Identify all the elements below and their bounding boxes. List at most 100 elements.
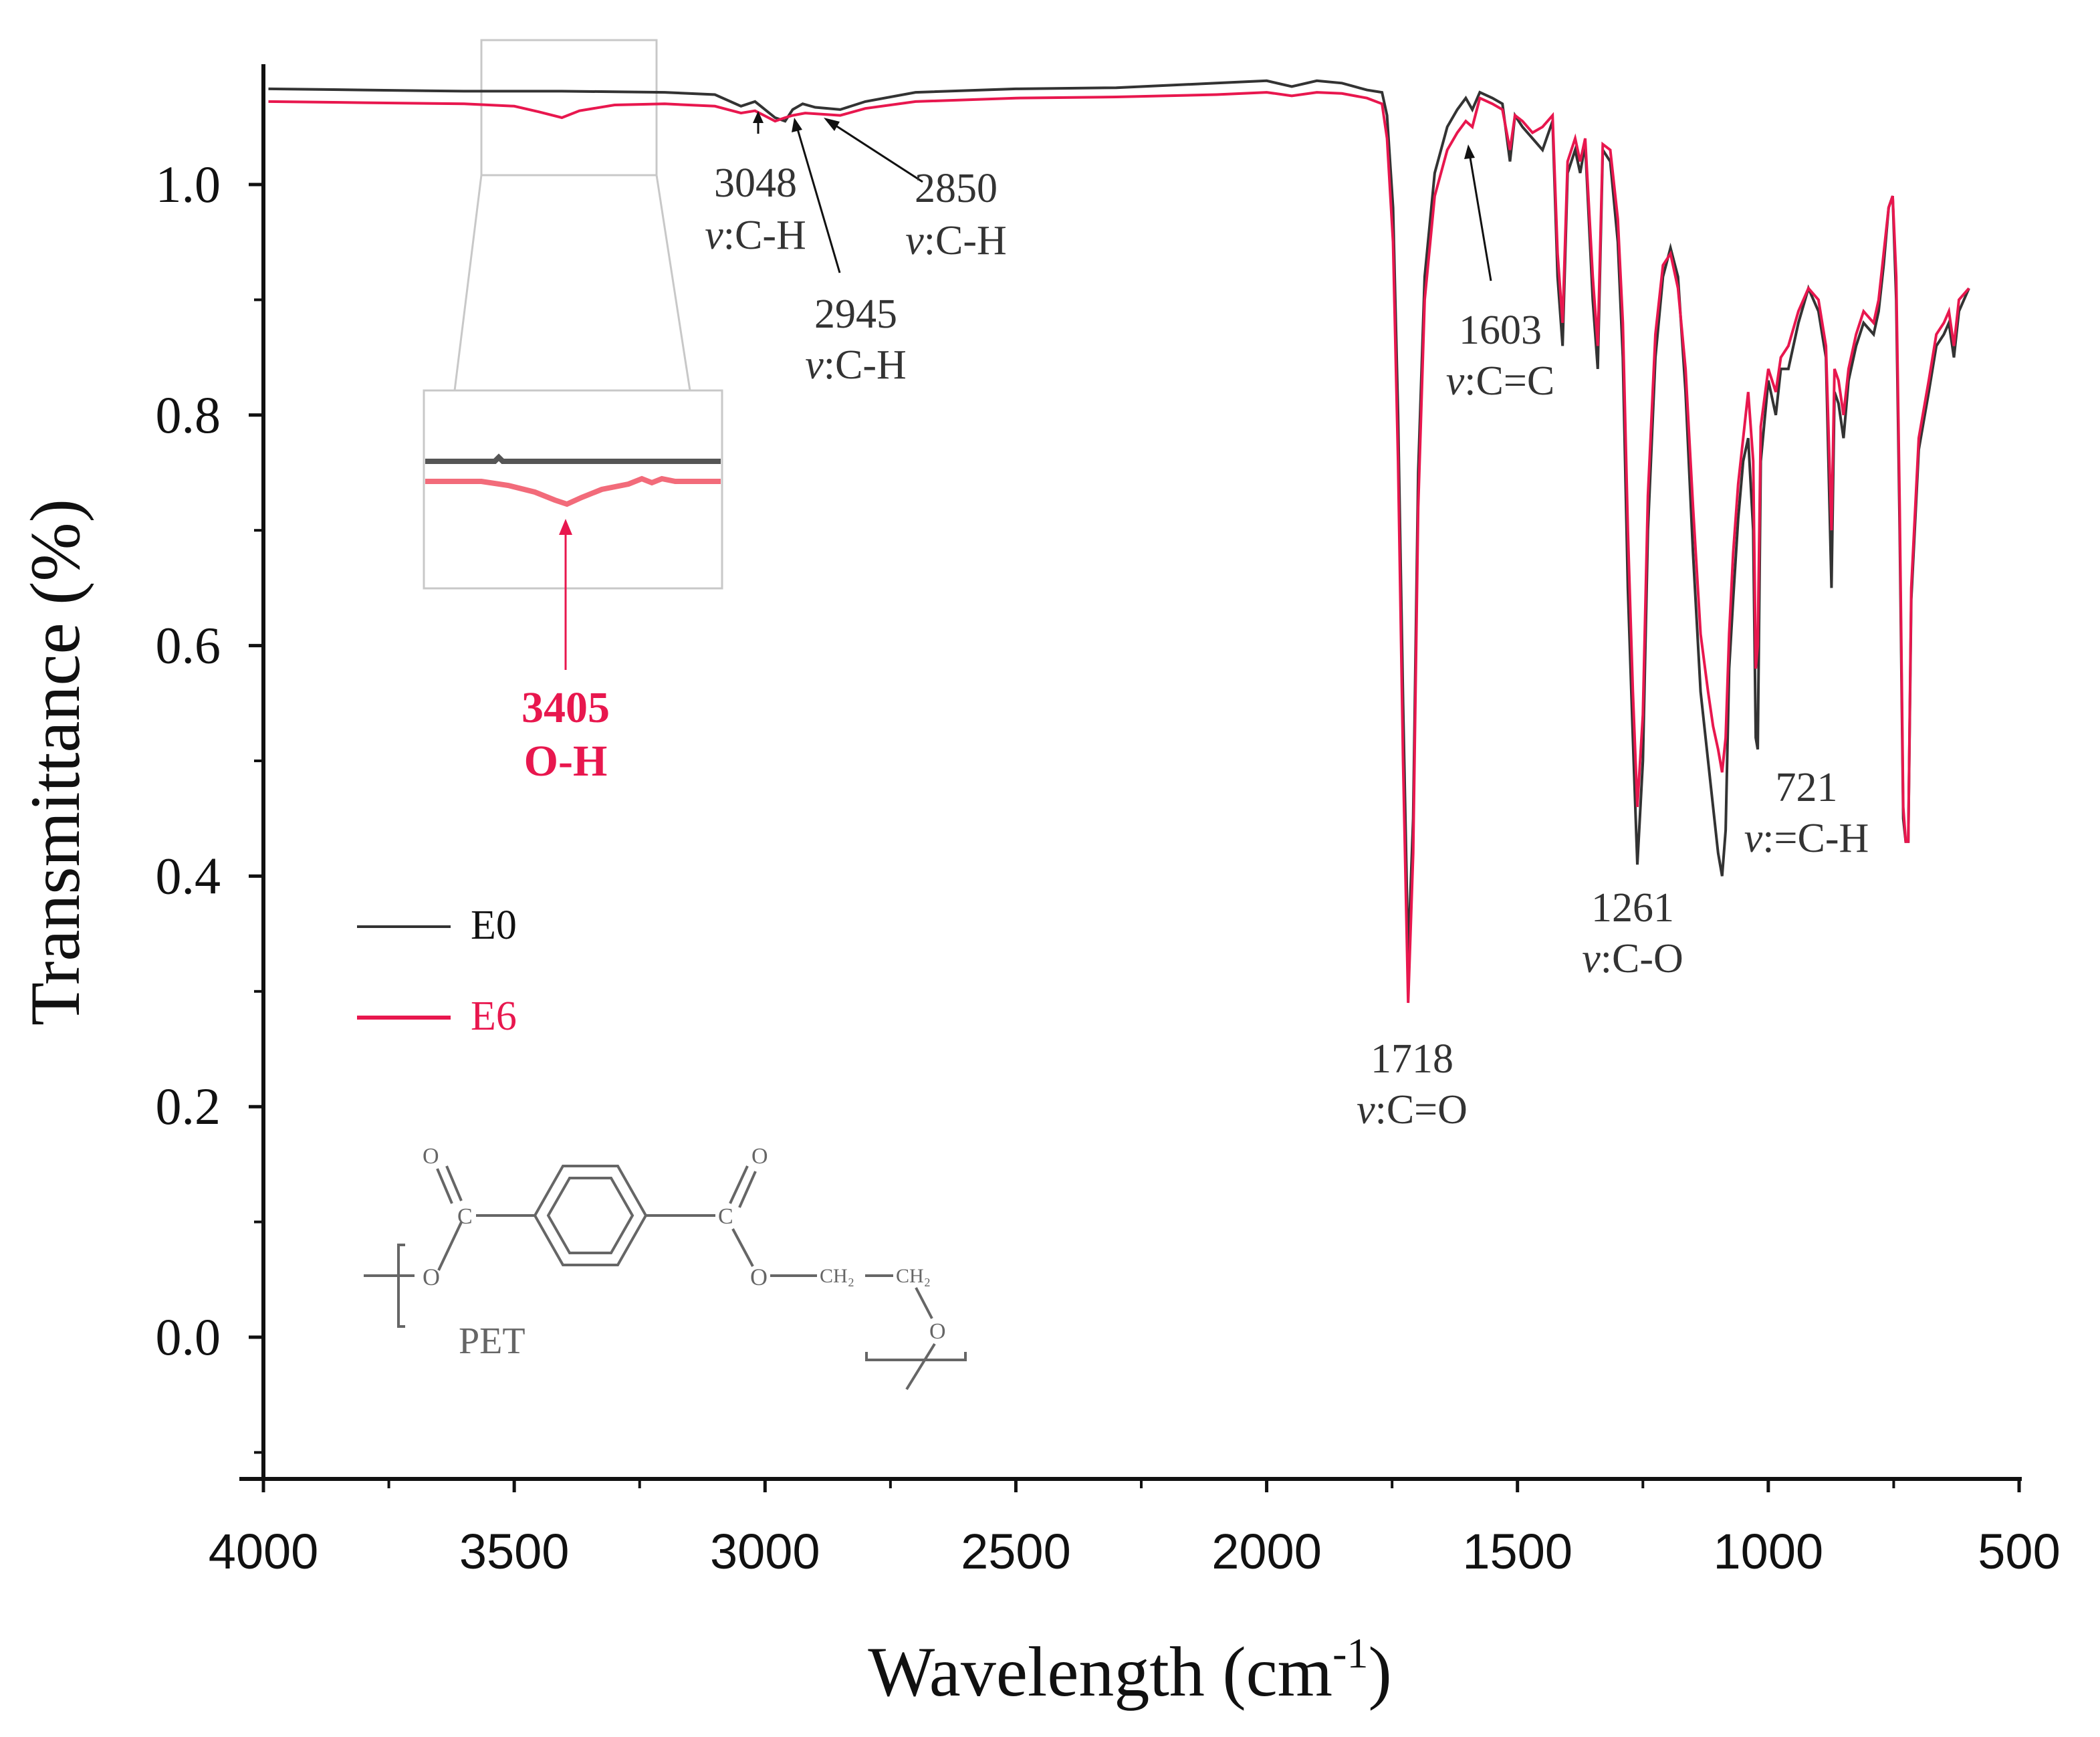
x-tick-label: 4000 xyxy=(209,1524,319,1579)
peak-annotation-2945: 2945 v:C-H xyxy=(792,118,907,388)
x-tick-label: 1000 xyxy=(1714,1524,1824,1579)
pet-bond-c-o xyxy=(731,1228,754,1267)
mode-prefix: v xyxy=(1744,816,1763,861)
y-tick-label: 0.8 xyxy=(156,386,221,444)
mode-label: C-H xyxy=(735,213,806,258)
annotation-wavenumber: 3048 xyxy=(714,160,797,206)
highlight-label: O-H xyxy=(524,737,608,786)
peak-annotation-1603: 1603 v:C=C xyxy=(1446,144,1554,404)
x-tick-label: 2000 xyxy=(1211,1524,1322,1579)
annotation-arrowhead xyxy=(792,118,802,132)
peak-annotation-1261: 1261 v:C-O xyxy=(1582,885,1683,981)
y-tick-label: 1.0 xyxy=(156,155,221,213)
y-tick-label: 0.6 xyxy=(156,616,221,675)
x-tick-label: 2500 xyxy=(961,1524,1071,1579)
mode-prefix: v xyxy=(905,218,924,263)
zoom-connector-right xyxy=(655,175,691,391)
zoom-inset-line-e0 xyxy=(425,453,721,464)
zoom-inset-line-e6 xyxy=(425,475,721,507)
legend: E0 E6 xyxy=(357,903,517,1039)
mode-label: C=O xyxy=(1387,1087,1468,1133)
pet-benzene-inner xyxy=(546,1177,634,1254)
peak-annotation-2850: 2850 v:C-H xyxy=(824,118,1007,263)
pet-bond-carbonyl-1b xyxy=(445,1165,463,1201)
pet-group-ch2-2: CH₂ xyxy=(896,1265,931,1287)
pet-bracket-left xyxy=(397,1244,405,1328)
x-tick-label: 3000 xyxy=(710,1524,820,1579)
peak-annotation-1718: 1718 v:C=O xyxy=(1357,1036,1468,1133)
pet-atom-o-4: O xyxy=(750,1264,768,1290)
annotation-arrow xyxy=(831,122,923,183)
annotation-wavenumber: 2850 xyxy=(915,166,998,211)
annotation-mode: v:C-H xyxy=(705,213,806,258)
annotation-arrow xyxy=(1468,153,1492,281)
x-tick-label: 500 xyxy=(1978,1524,2060,1579)
annotation-wavenumber: 1603 xyxy=(1459,308,1542,353)
pet-atom-c-2: C xyxy=(718,1204,733,1229)
highlight-wavenumber: 3405 xyxy=(521,683,610,732)
x-tick-label: 3500 xyxy=(459,1524,570,1579)
pet-label: PET xyxy=(459,1320,526,1362)
zoom-inset: 3405 O-H xyxy=(423,39,723,786)
series-line-e0 xyxy=(268,79,1970,957)
x-axis-title: Wavelength (cm-1) xyxy=(868,1629,1392,1711)
annotation-mode: v:C=C xyxy=(1446,358,1554,404)
annotation-mode: v:C=O xyxy=(1357,1087,1468,1133)
annotation-mode: v:C-H xyxy=(905,218,1007,263)
mode-prefix: v xyxy=(1357,1087,1375,1133)
pet-structure-inset: O C O C O O CH₂ CH₂ O PET xyxy=(364,1144,967,1391)
mode-prefix: v xyxy=(1582,936,1601,981)
legend-label-e6: E6 xyxy=(471,994,517,1039)
pet-bond-carbonyl-1 xyxy=(436,1168,453,1204)
annotation-wavenumber: 1261 xyxy=(1591,885,1674,931)
zoom-inset-box xyxy=(423,389,723,590)
pet-bracket-right xyxy=(865,1352,967,1361)
series-line-e6 xyxy=(268,91,1970,1004)
annotation-wavenumber: 2945 xyxy=(814,292,897,337)
x-axis-title-close: ) xyxy=(1368,1633,1391,1711)
x-tick-group: 4000 3500 3000 2500 2000 1500 1000 500 xyxy=(209,1479,2061,1579)
y-tick-group: 0.0 0.2 0.4 0.6 0.8 1.0 xyxy=(156,155,263,1454)
legend-label-e0: E0 xyxy=(471,903,517,948)
highlight-arrowhead xyxy=(559,519,572,535)
x-axis-title-sup: -1 xyxy=(1332,1629,1368,1677)
pet-bond-o-chain-end xyxy=(905,1343,936,1391)
pet-bond-carbonyl-2 xyxy=(729,1165,749,1204)
pet-group-ch2-1: CH₂ xyxy=(820,1265,854,1287)
pet-bond-carbonyl-2b xyxy=(738,1171,757,1208)
annotation-arrowhead xyxy=(1464,144,1475,159)
pet-benzene-ring xyxy=(533,1165,648,1266)
peak-annotation-721: 721 v:=C-H xyxy=(1744,765,1869,861)
pet-atom-o-5: O xyxy=(929,1319,946,1344)
annotation-arrowhead xyxy=(753,111,764,123)
y-tick-label: 0.2 xyxy=(156,1077,221,1135)
annotation-mode: v:C-O xyxy=(1582,936,1683,981)
pet-bond-o-c xyxy=(437,1222,463,1271)
pet-atom-c-1: C xyxy=(457,1204,473,1229)
pet-bond-ch2-o xyxy=(915,1287,933,1319)
pet-atom-o-1: O xyxy=(423,1264,440,1290)
annotation-arrowhead xyxy=(824,118,840,131)
mode-label: C-H xyxy=(935,218,1007,263)
mode-label: C=C xyxy=(1476,358,1555,404)
y-tick-label: 0.4 xyxy=(156,846,221,905)
x-axis-title-main: Wavelength (cm xyxy=(868,1633,1332,1711)
mode-prefix: v xyxy=(805,342,824,388)
mode-label: C-O xyxy=(1612,936,1683,981)
mode-prefix: v xyxy=(705,213,723,258)
pet-atom-o-3: O xyxy=(751,1144,768,1169)
y-axis-title: Transmittance (%) xyxy=(16,499,94,1026)
peak-annotation-3048: 3048 v:C-H xyxy=(705,111,806,258)
mode-label: C-H xyxy=(835,342,907,388)
mode-prefix: v xyxy=(1446,358,1465,404)
mode-label: =C-H xyxy=(1774,816,1869,861)
annotation-wavenumber: 1718 xyxy=(1371,1036,1453,1082)
annotation-mode: v:=C-H xyxy=(1744,816,1869,861)
annotation-mode: v:C-H xyxy=(805,342,907,388)
annotation-arrow xyxy=(796,126,841,273)
zoom-source-box xyxy=(480,39,658,177)
annotation-wavenumber: 721 xyxy=(1776,765,1838,810)
y-tick-label: 0.0 xyxy=(156,1308,221,1366)
zoom-connector-left xyxy=(453,175,483,391)
